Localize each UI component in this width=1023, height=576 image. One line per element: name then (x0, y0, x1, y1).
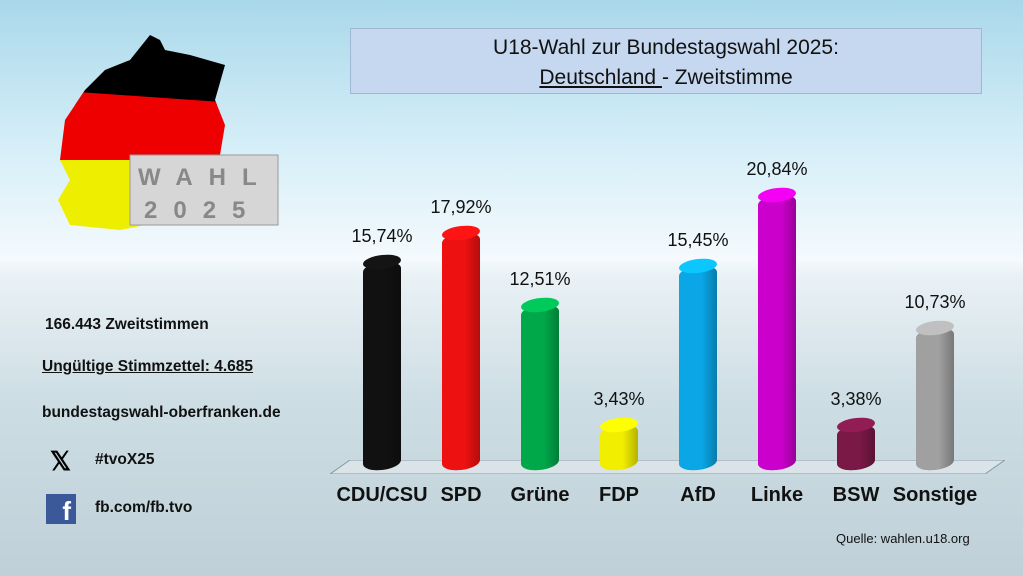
bar-4 (679, 257, 717, 472)
value-label: 3,43% (593, 388, 645, 409)
value-label: 12,51% (509, 268, 571, 289)
value-label: 10,73% (904, 292, 966, 313)
logo-year-text: 2025 (144, 197, 261, 224)
value-label: 17,92% (430, 197, 492, 218)
category-label: BSW (832, 484, 880, 506)
invalid-ballots: Ungültige Stimmzettel: 4.685 (42, 358, 254, 375)
bar-top (916, 319, 954, 338)
chart-floor (330, 460, 1005, 474)
category-label: Linke (750, 484, 804, 506)
category-label: SPD (440, 484, 482, 506)
value-label: 15,45% (667, 230, 729, 251)
bar-0 (363, 253, 401, 472)
bar-top (521, 295, 559, 314)
title-suffix: - Zweitstimme (661, 66, 793, 89)
value-label: 20,84% (746, 158, 808, 179)
bar-3 (600, 415, 638, 472)
value-label: 15,74% (351, 226, 413, 247)
bar-6 (837, 416, 875, 472)
source-note: Quelle: wahlen.u18.org (836, 531, 970, 546)
bar-top (363, 253, 401, 272)
category-label: FDP (599, 484, 639, 506)
chart-title: U18-Wahl zur Bundestagswahl 2025: Deutsc… (350, 28, 982, 94)
bar-top (600, 415, 638, 434)
logo-wahl-text: WAHL (138, 164, 273, 191)
website-link[interactable]: bundestagswahl-oberfranken.de (42, 404, 281, 421)
bar-top (442, 224, 480, 243)
category-label: AfD (680, 484, 716, 506)
title-region: Deutschland (539, 66, 662, 89)
bar-7 (916, 319, 954, 472)
facebook-icon: f (46, 494, 76, 526)
germany-map-logo: WAHL 2025 (58, 35, 279, 230)
category-label: CDU/CSU (336, 484, 428, 506)
bar-2 (521, 295, 559, 472)
category-label: Sonstige (892, 484, 978, 506)
x-handle[interactable]: #tvoX25 (95, 451, 155, 468)
facebook-link[interactable]: fb.com/fb.tvo (95, 499, 193, 516)
title-line1: U18-Wahl zur Bundestagswahl 2025: (493, 36, 839, 59)
bar-top (679, 257, 717, 276)
bar-top (758, 185, 796, 204)
x-icon: 𝕏 (50, 446, 71, 476)
value-label: 3,38% (830, 389, 882, 410)
category-label: Grüne (510, 484, 570, 506)
total-votes: 166.443 Zweitstimmen (45, 316, 209, 333)
bar-top (837, 416, 875, 435)
bar-5 (758, 185, 796, 472)
bar-1 (442, 224, 480, 472)
